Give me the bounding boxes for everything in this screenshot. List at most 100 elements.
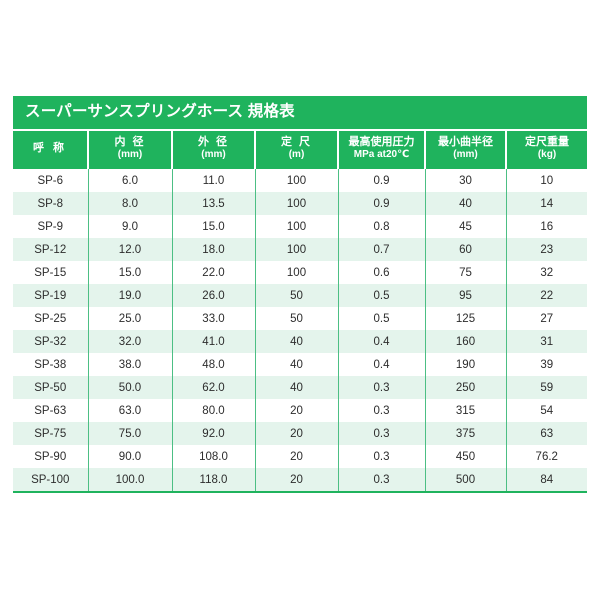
cell-standard-length: 20	[255, 445, 339, 468]
cell-weight: 14	[506, 192, 587, 215]
cell-outer-diameter: 33.0	[172, 307, 256, 330]
column-header-outer-diameter: 外 径 (mm)	[172, 130, 256, 168]
cell-inner-diameter: 100.0	[88, 468, 173, 493]
cell-standard-length: 50	[255, 284, 339, 307]
column-header-max-pressure-unit: MPa at20℃	[353, 149, 410, 161]
cell-standard-length: 40	[255, 330, 339, 353]
column-header-row-group: 呼 称 内 径 (mm) 外 径 (mm) 定 尺 (m) 最高使用圧力 MPa…	[13, 130, 587, 168]
cell-max-pressure: 0.3	[338, 422, 426, 445]
cell-min-bend-radius: 40	[425, 192, 507, 215]
table-row: SP-6 6.0 11.0 100 0.9 30 10	[13, 167, 587, 192]
cell-max-pressure: 0.8	[338, 215, 426, 238]
cell-outer-diameter: 13.5	[172, 192, 256, 215]
cell-inner-diameter: 32.0	[88, 330, 173, 353]
cell-weight: 84	[506, 468, 587, 493]
cell-outer-diameter: 41.0	[172, 330, 256, 353]
column-header-standard-length-main: 定 尺	[280, 136, 313, 149]
cell-inner-diameter: 6.0	[88, 167, 173, 192]
cell-min-bend-radius: 125	[425, 307, 507, 330]
cell-min-bend-radius: 375	[425, 422, 507, 445]
cell-standard-length: 20	[255, 468, 339, 493]
cell-inner-diameter: 50.0	[88, 376, 173, 399]
cell-standard-length: 100	[255, 167, 339, 192]
cell-max-pressure: 0.5	[338, 284, 426, 307]
table-body: SP-6 6.0 11.0 100 0.9 30 10 SP-8 8.0 13.5 100 0.9 40…	[13, 167, 587, 493]
column-header-weight: 定尺重量 (kg)	[506, 130, 587, 168]
cell-weight: 63	[506, 422, 587, 445]
cell-name: SP-6	[13, 167, 89, 192]
hose-specification-table: スーパーサンスプリングホース 規格表 呼 称 内 径 (mm) 外 径 (mm)…	[13, 96, 587, 493]
column-header-max-pressure-main: 最高使用圧力	[348, 136, 415, 149]
cell-outer-diameter: 22.0	[172, 261, 256, 284]
cell-standard-length: 100	[255, 238, 339, 261]
cell-inner-diameter: 63.0	[88, 399, 173, 422]
cell-name: SP-32	[13, 330, 89, 353]
cell-inner-diameter: 8.0	[88, 192, 173, 215]
column-header-outer-diameter-unit: (mm)	[201, 149, 226, 161]
cell-max-pressure: 0.4	[338, 353, 426, 376]
cell-outer-diameter: 48.0	[172, 353, 256, 376]
cell-inner-diameter: 38.0	[88, 353, 173, 376]
table-row: SP-100 100.0 118.0 20 0.3 500 84	[13, 468, 587, 493]
cell-name: SP-63	[13, 399, 89, 422]
column-header-outer-diameter-main: 外 径	[197, 136, 230, 149]
table-row: SP-38 38.0 48.0 40 0.4 190 39	[13, 353, 587, 376]
cell-inner-diameter: 19.0	[88, 284, 173, 307]
cell-inner-diameter: 15.0	[88, 261, 173, 284]
cell-min-bend-radius: 500	[425, 468, 507, 493]
column-header-weight-main: 定尺重量	[525, 136, 569, 149]
table-head: スーパーサンスプリングホース 規格表	[13, 96, 587, 131]
cell-name: SP-100	[13, 468, 89, 493]
cell-max-pressure: 0.9	[338, 167, 426, 192]
column-header-max-pressure: 最高使用圧力 MPa at20℃	[338, 130, 426, 168]
cell-outer-diameter: 92.0	[172, 422, 256, 445]
column-header-standard-length-unit: (m)	[288, 149, 305, 161]
cell-outer-diameter: 26.0	[172, 284, 256, 307]
cell-max-pressure: 0.3	[338, 468, 426, 493]
cell-name: SP-15	[13, 261, 89, 284]
cell-weight: 59	[506, 376, 587, 399]
table-title-row: スーパーサンスプリングホース 規格表	[13, 96, 587, 131]
column-header-name-main: 呼 称	[32, 142, 68, 155]
cell-min-bend-radius: 160	[425, 330, 507, 353]
cell-standard-length: 40	[255, 353, 339, 376]
cell-name: SP-8	[13, 192, 89, 215]
cell-min-bend-radius: 315	[425, 399, 507, 422]
cell-outer-diameter: 108.0	[172, 445, 256, 468]
column-header-inner-diameter-unit: (mm)	[117, 149, 143, 161]
cell-outer-diameter: 11.0	[172, 167, 256, 192]
cell-weight: 27	[506, 307, 587, 330]
table-row: SP-75 75.0 92.0 20 0.3 375 63	[13, 422, 587, 445]
cell-weight: 76.2	[506, 445, 587, 468]
cell-max-pressure: 0.6	[338, 261, 426, 284]
cell-name: SP-25	[13, 307, 89, 330]
cell-inner-diameter: 12.0	[88, 238, 173, 261]
table-row: SP-12 12.0 18.0 100 0.7 60 23	[13, 238, 587, 261]
column-header-inner-diameter: 内 径 (mm)	[88, 130, 173, 168]
table-row: SP-90 90.0 108.0 20 0.3 450 76.2	[13, 445, 587, 468]
cell-standard-length: 100	[255, 215, 339, 238]
cell-name: SP-50	[13, 376, 89, 399]
cell-max-pressure: 0.3	[338, 376, 426, 399]
cell-weight: 32	[506, 261, 587, 284]
cell-min-bend-radius: 60	[425, 238, 507, 261]
table-row: SP-25 25.0 33.0 50 0.5 125 27	[13, 307, 587, 330]
cell-standard-length: 40	[255, 376, 339, 399]
cell-weight: 22	[506, 284, 587, 307]
table-row: SP-8 8.0 13.5 100 0.9 40 14	[13, 192, 587, 215]
cell-outer-diameter: 80.0	[172, 399, 256, 422]
table-row: SP-19 19.0 26.0 50 0.5 95 22	[13, 284, 587, 307]
cell-name: SP-9	[13, 215, 89, 238]
cell-inner-diameter: 9.0	[88, 215, 173, 238]
cell-min-bend-radius: 75	[425, 261, 507, 284]
cell-min-bend-radius: 250	[425, 376, 507, 399]
cell-inner-diameter: 75.0	[88, 422, 173, 445]
column-header-standard-length: 定 尺 (m)	[255, 130, 339, 168]
cell-outer-diameter: 15.0	[172, 215, 256, 238]
column-header-min-bend-radius: 最小曲半径 (mm)	[425, 130, 507, 168]
cell-max-pressure: 0.3	[338, 399, 426, 422]
cell-max-pressure: 0.4	[338, 330, 426, 353]
cell-max-pressure: 0.5	[338, 307, 426, 330]
cell-standard-length: 100	[255, 261, 339, 284]
